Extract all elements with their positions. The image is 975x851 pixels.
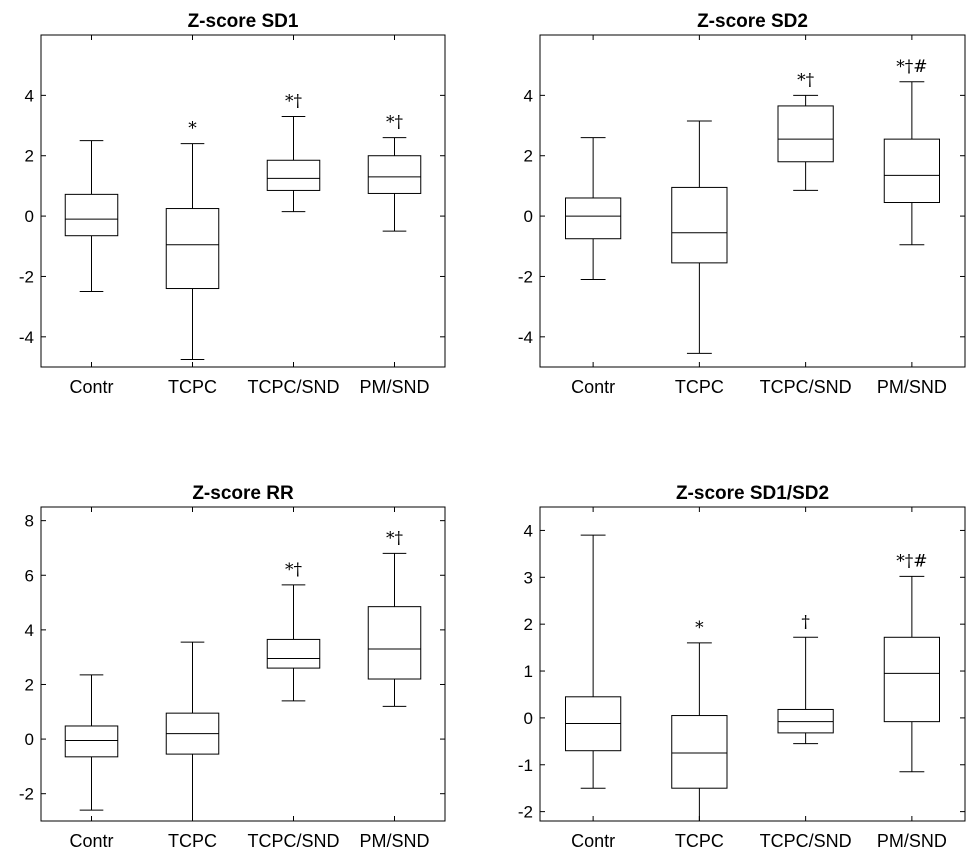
y-tick-label: 8: [25, 512, 34, 531]
significance-annotation: †: [801, 612, 810, 632]
chart-title: Z-score RR: [192, 483, 294, 504]
y-tick-label: 2: [524, 615, 533, 634]
y-tick-label: -4: [518, 328, 533, 347]
y-tick-label: 4: [524, 86, 533, 105]
y-tick-label: 4: [25, 86, 34, 105]
plot-frame: [40, 506, 446, 822]
panel-3: Z-score RR -2 0 2 4 6 8 Contr TCPC TCPC/SND *† PM/S…: [19, 483, 446, 851]
box-contr: [565, 137, 622, 280]
box-pm-snd: *†: [367, 113, 422, 232]
iqr-box: [671, 715, 728, 789]
x-category-label: Contr: [571, 831, 615, 851]
significance-annotation: *†: [386, 113, 404, 133]
chart-title: Z-score SD2: [697, 11, 808, 32]
y-tick-label: -2: [518, 803, 533, 822]
box-pm-snd: *†#: [883, 551, 940, 773]
plot-frame: [539, 506, 966, 822]
significance-annotation: *†: [285, 91, 303, 111]
y-tick-label: 0: [25, 730, 34, 749]
box-tcpc: *: [671, 618, 728, 822]
iqr-box: [367, 606, 422, 680]
box-tcpc: [165, 641, 220, 822]
iqr-box: [883, 636, 940, 723]
y-tick-label: 4: [524, 521, 533, 540]
panel-4: Z-score SD1/SD2 -2 -1 0 1 2 3 4 Contr TCPC * TCPC/S…: [518, 483, 966, 851]
iqr-box: [64, 193, 119, 237]
significance-annotation: *†: [285, 560, 303, 580]
plot-frame: [539, 34, 966, 368]
iqr-box: [266, 159, 321, 191]
x-category-label: PM/SND: [359, 377, 429, 397]
iqr-box: [777, 105, 834, 163]
significance-annotation: *†: [797, 70, 815, 90]
chart-title: Z-score SD1/SD2: [676, 483, 829, 504]
y-tick-label: -2: [518, 267, 533, 286]
iqr-box: [671, 186, 728, 264]
x-category-label: TCPC/SND: [247, 831, 339, 851]
x-category-label: PM/SND: [877, 377, 947, 397]
y-tick-label: 2: [524, 147, 533, 166]
x-category-label: Contr: [571, 377, 615, 397]
x-category-label: TCPC: [675, 831, 724, 851]
box-contr: [565, 534, 622, 789]
x-category-label: TCPC: [675, 377, 724, 397]
panel-2: Z-score SD2 -4 -2 0 2 4 Contr TCPC TCPC/SND *† PM/…: [518, 11, 966, 397]
iqr-box: [64, 725, 119, 758]
box-tcpc-snd: *†: [266, 560, 321, 702]
significance-annotation: *: [695, 618, 704, 638]
iqr-box: [266, 638, 321, 669]
y-tick-label: 6: [25, 566, 34, 585]
x-category-label: TCPC/SND: [247, 377, 339, 397]
x-category-label: TCPC: [168, 831, 217, 851]
y-tick-label: -4: [19, 328, 34, 347]
y-tick-label: 2: [25, 147, 34, 166]
iqr-box: [165, 208, 220, 290]
chart-title: Z-score SD1: [188, 11, 299, 32]
box-pm-snd: *†: [367, 528, 422, 707]
x-category-label: Contr: [69, 831, 113, 851]
x-category-label: PM/SND: [359, 831, 429, 851]
iqr-box: [883, 138, 940, 204]
box-pm-snd: *†#: [883, 57, 940, 246]
y-tick-label: 1: [524, 662, 533, 681]
panel-1: Z-score SD1 -4 -2 0 2 4 Contr TCPC * TCPC/SND *† PM…: [19, 11, 446, 397]
box-contr: [64, 674, 119, 811]
y-tick-label: 2: [25, 675, 34, 694]
significance-annotation: *†: [386, 528, 404, 548]
y-tick-label: 0: [25, 207, 34, 226]
y-tick-label: -2: [19, 785, 34, 804]
box-tcpc: *: [165, 119, 220, 360]
box-tcpc-snd: *†: [777, 70, 834, 191]
x-category-label: PM/SND: [877, 831, 947, 851]
iqr-box: [367, 155, 422, 194]
y-tick-label: -1: [518, 756, 533, 775]
x-category-label: TCPC/SND: [760, 377, 852, 397]
plot-frame: [40, 34, 446, 368]
y-tick-label: 4: [25, 621, 34, 640]
y-tick-label: 3: [524, 568, 533, 587]
significance-annotation: *†#: [896, 57, 927, 77]
iqr-box: [565, 197, 622, 240]
y-tick-label: 0: [524, 207, 533, 226]
y-tick-label: 0: [524, 709, 533, 728]
x-category-label: TCPC/SND: [760, 831, 852, 851]
significance-annotation: *†#: [896, 551, 927, 571]
box-contr: [64, 140, 119, 293]
box-tcpc-snd: †: [777, 612, 834, 745]
x-category-label: Contr: [69, 377, 113, 397]
significance-annotation: *: [188, 119, 197, 139]
y-tick-label: -2: [19, 267, 34, 286]
x-category-label: TCPC: [168, 377, 217, 397]
box-tcpc-snd: *†: [266, 91, 321, 213]
box-tcpc: [671, 120, 728, 354]
